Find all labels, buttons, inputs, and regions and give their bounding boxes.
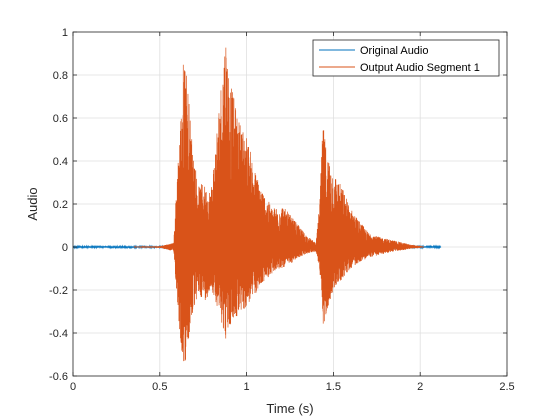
y-tick-label: -0.6 xyxy=(49,371,68,383)
x-tick-label: 2.5 xyxy=(499,381,514,393)
ticks: 0 0.5 1 1.5 2 2.5 -0.6 -0.4 -0.2 0 0.2 0.4 0.6 0.8 1 xyxy=(49,27,515,393)
legend-label-output: Output Audio Segment 1 xyxy=(360,62,480,74)
legend-box xyxy=(312,39,500,77)
x-tick-label: 0 xyxy=(70,381,76,393)
y-tick-label: -0.4 xyxy=(49,328,68,340)
x-tick-label: 2 xyxy=(417,381,423,393)
y-tick-label: 0.8 xyxy=(53,70,68,82)
y-tick-label: 0.4 xyxy=(53,156,68,168)
y-tick-label: -0.2 xyxy=(49,285,68,297)
y-tick-label: 1 xyxy=(62,27,68,39)
x-tick-label: 1 xyxy=(244,381,250,393)
x-tick-label: 0.5 xyxy=(152,381,167,393)
y-tick-label: 0.2 xyxy=(53,199,68,211)
x-axis-label: Time (s) xyxy=(266,401,313,416)
legend-label-original: Original Audio xyxy=(360,45,429,57)
series-output-audio-segment-1-line xyxy=(133,47,424,362)
y-tick-label: 0.6 xyxy=(53,113,68,125)
series-layer xyxy=(72,47,442,362)
y-tick-label: 0 xyxy=(62,242,68,254)
legend: Original Audio Output Audio Segment 1 xyxy=(312,39,500,77)
x-tick-label: 1.5 xyxy=(326,381,341,393)
y-axis-label: Audio xyxy=(25,187,40,220)
